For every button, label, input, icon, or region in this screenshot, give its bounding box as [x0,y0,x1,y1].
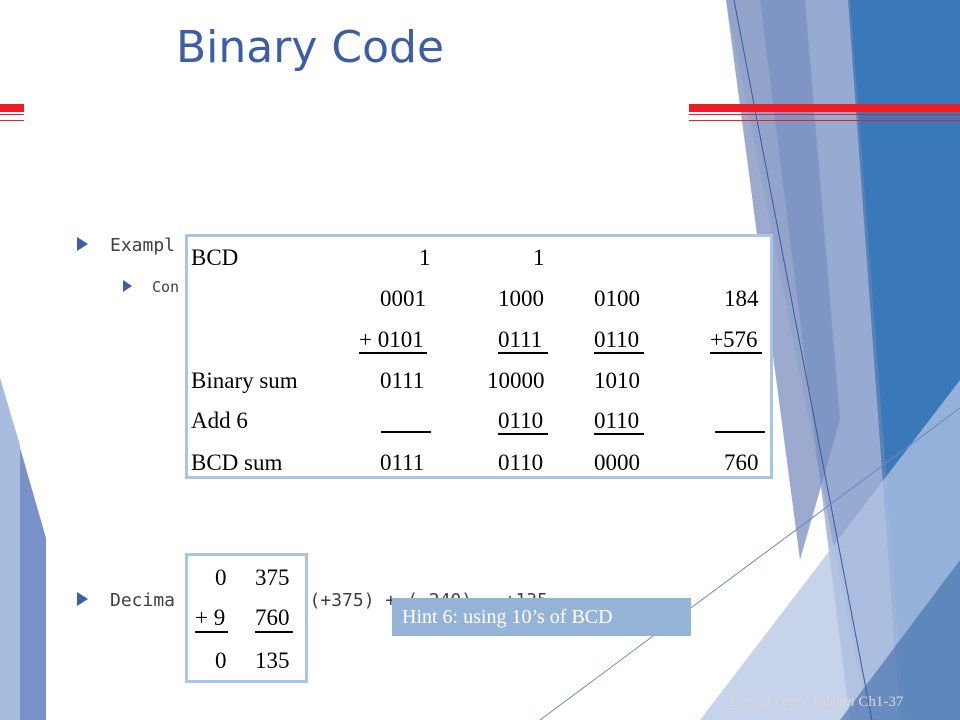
bullet-arrow-icon [123,279,132,292]
bcd-underline [498,433,548,435]
bcd-operand1-d1: 0001 [380,286,426,311]
slide-footer: Digital Logic Design Ch1-37 [728,694,903,711]
bcd-sum-d3: 0000 [594,450,640,475]
deco-lower-wedge-dark [840,560,960,720]
bcd-operand1-d3: 0100 [594,286,640,311]
bcd-operand1-d2: 1000 [498,286,544,311]
footer-page-number: Ch1-37 [858,694,904,710]
bcd-underline [710,352,762,354]
bcd-add6-d3: 0110 [594,408,640,433]
bcd-blank-line [381,431,431,433]
page-title: Binary Code [176,22,445,73]
bullet-sub-con-text: Con [152,278,180,296]
dec-row2-b: 760 [255,605,290,630]
bcd-row-label: Add 6 [191,408,248,433]
dec-row1-b: 375 [255,565,290,590]
dec-row1-a: 0 [215,565,227,590]
footer-course: Digital Logic Design [728,694,855,710]
bcd-sum-d1: 0111 [380,450,425,475]
dec-underline [255,631,293,633]
bullet-decimal-text: Decima [110,590,176,611]
bullet-arrow-icon [77,592,88,606]
bullet-sub-con: Con [123,278,179,296]
deco-lower-wedge [700,380,960,720]
bcd-blank-line [715,431,765,433]
bcd-binary-sum-d2: 10000 [487,368,545,393]
bullet-arrow-icon [77,237,88,251]
bcd-sum-d2: 0110 [498,450,544,475]
bcd-add6-d2: 0110 [498,408,544,433]
bcd-binary-sum-d3: 1010 [594,368,640,393]
bcd-row-label: BCD [191,245,239,270]
decimal-10s-complement-table: 0 375 + 9 760 0 135 [185,553,308,683]
dec-row3-a: 0 [215,648,227,673]
bcd-operand2-dec: +576 [710,327,758,352]
hint-callout: Hint 6: using 10’s of BCD [392,598,691,636]
bcd-underline [498,352,548,354]
bcd-row-label: BCD sum [191,450,283,475]
dec-row3-b: 135 [255,648,290,673]
bcd-operand2-d2: 0111 [498,327,543,352]
bullet-example: Exampl [77,235,175,256]
bullet-example-text: Exampl [110,235,176,256]
accent-bar-right-lines [689,114,960,121]
accent-bar-left-lines [0,114,24,121]
bcd-underline [359,352,427,354]
accent-bar-left [0,104,24,112]
bcd-addition-table: BCD 1 1 0001 1000 0100 184 + 0101 0111 0… [185,234,773,479]
dec-row2-a: + 9 [195,605,226,630]
bcd-sum-dec: 760 [724,450,759,475]
bcd-underline [594,352,644,354]
deco-thin-line-2 [539,407,960,720]
deco-left-strip-light [0,378,20,720]
bcd-operand2-d3: 0110 [594,327,640,352]
bcd-operand1-dec: 184 [724,286,759,311]
bcd-underline [594,433,644,435]
bcd-row-label: Binary sum [191,368,298,393]
bcd-carry-1: 1 [419,245,431,270]
accent-bar-right [689,104,960,112]
bcd-binary-sum-d1: 0111 [380,368,425,393]
dec-underline [195,631,228,633]
bcd-operand2-d1: + 0101 [359,327,424,352]
bcd-carry-2: 1 [533,245,545,270]
